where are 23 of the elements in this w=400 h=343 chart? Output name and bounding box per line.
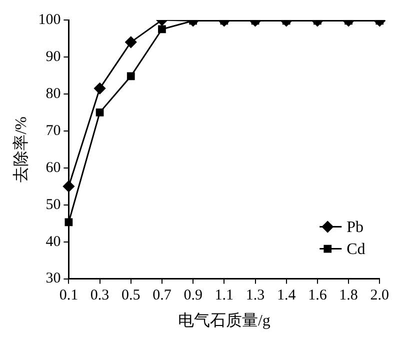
- y-tick-label: 100: [38, 12, 61, 28]
- legend-label: Cd: [346, 241, 366, 258]
- x-tick-label: 0.1: [59, 288, 78, 304]
- x-axis-title: 电气石质量/g: [178, 312, 270, 330]
- x-tick-label: 2.0: [370, 288, 389, 304]
- x-tick-label: 1.4: [276, 288, 296, 304]
- x-tick-label: 1.1: [214, 288, 234, 304]
- x-tick-label: 0.7: [152, 288, 172, 304]
- x-tick-label: 1.6: [308, 288, 328, 304]
- x-tick-label: 1.3: [246, 288, 265, 304]
- y-tick-label: 50: [46, 196, 61, 213]
- y-axis-title: 去除率/%: [12, 116, 30, 182]
- y-tick-label: 40: [46, 234, 61, 250]
- legend-label: Pb: [346, 219, 364, 236]
- y-tick-label: 80: [46, 86, 61, 102]
- y-tick-label: 70: [46, 122, 61, 139]
- x-tick-label: 0.9: [184, 288, 202, 304]
- y-tick-label: 30: [46, 270, 61, 287]
- x-tick-label: 0.3: [90, 288, 110, 304]
- y-tick-label: 60: [46, 160, 61, 176]
- y-tick-label: 90: [46, 48, 61, 65]
- x-tick-label: 1.8: [339, 288, 358, 304]
- x-tick-label: 0.5: [122, 288, 140, 304]
